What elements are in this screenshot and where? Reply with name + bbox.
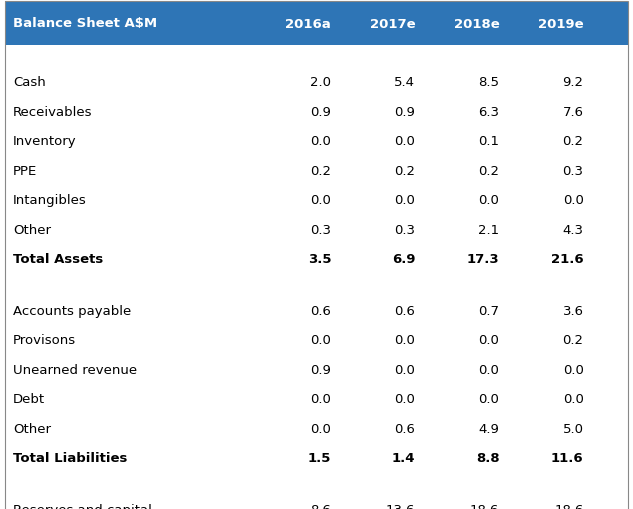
Text: 0.7: 0.7 [479, 304, 499, 317]
Text: Total Liabilities: Total Liabilities [13, 451, 127, 464]
Text: 2016a: 2016a [285, 17, 331, 31]
Text: 0.9: 0.9 [394, 105, 415, 119]
Text: 0.2: 0.2 [563, 135, 584, 148]
Text: Intangibles: Intangibles [13, 194, 87, 207]
Text: 9.2: 9.2 [563, 76, 584, 89]
Text: 17.3: 17.3 [467, 253, 499, 266]
Text: 2019e: 2019e [538, 17, 584, 31]
Text: 4.9: 4.9 [479, 422, 499, 435]
Text: 0.2: 0.2 [394, 164, 415, 178]
Text: 1.4: 1.4 [392, 451, 415, 464]
Text: 0.0: 0.0 [310, 194, 331, 207]
Text: 0.0: 0.0 [479, 333, 499, 347]
Text: 5.0: 5.0 [563, 422, 584, 435]
Text: 0.0: 0.0 [310, 333, 331, 347]
Text: 18.6: 18.6 [470, 503, 499, 509]
Text: 8.5: 8.5 [479, 76, 499, 89]
Text: 0.6: 0.6 [394, 304, 415, 317]
Text: 0.6: 0.6 [394, 422, 415, 435]
Text: 0.0: 0.0 [563, 363, 584, 376]
Text: Inventory: Inventory [13, 135, 77, 148]
Text: 11.6: 11.6 [551, 451, 584, 464]
Text: Receivables: Receivables [13, 105, 92, 119]
Bar [5, 495, 628, 509]
Text: PPE: PPE [13, 164, 37, 178]
Text: 6.3: 6.3 [479, 105, 499, 119]
Bar [5, 355, 628, 384]
Text: 0.2: 0.2 [563, 333, 584, 347]
Bar [5, 127, 628, 156]
Bar [5, 215, 628, 244]
Text: 0.0: 0.0 [479, 363, 499, 376]
Text: 6.9: 6.9 [392, 253, 415, 266]
Text: 0.9: 0.9 [310, 363, 331, 376]
Text: 2018e: 2018e [454, 17, 499, 31]
Text: 0.6: 0.6 [310, 304, 331, 317]
Text: 0.0: 0.0 [563, 392, 584, 406]
Text: 0.0: 0.0 [479, 392, 499, 406]
Bar [5, 186, 628, 215]
Text: 0.0: 0.0 [310, 392, 331, 406]
Bar [5, 68, 628, 97]
Text: 0.3: 0.3 [310, 223, 331, 236]
Text: 0.0: 0.0 [563, 194, 584, 207]
Bar [5, 325, 628, 355]
Bar [5, 156, 628, 186]
Text: 0.0: 0.0 [394, 363, 415, 376]
Text: 18.6: 18.6 [554, 503, 584, 509]
Bar [5, 97, 628, 127]
Text: Provisons: Provisons [13, 333, 76, 347]
Text: Unearned revenue: Unearned revenue [13, 363, 137, 376]
Text: 0.3: 0.3 [563, 164, 584, 178]
Text: 7.6: 7.6 [563, 105, 584, 119]
Text: Accounts payable: Accounts payable [13, 304, 132, 317]
Text: 0.9: 0.9 [310, 105, 331, 119]
Text: 0.3: 0.3 [394, 223, 415, 236]
Text: 0.0: 0.0 [394, 333, 415, 347]
Text: Cash: Cash [13, 76, 46, 89]
Text: 0.0: 0.0 [479, 194, 499, 207]
Bar [5, 244, 628, 274]
Text: Total Assets: Total Assets [13, 253, 103, 266]
Text: 1.5: 1.5 [308, 451, 331, 464]
Text: 13.6: 13.6 [385, 503, 415, 509]
Text: 0.0: 0.0 [394, 392, 415, 406]
Text: 5.4: 5.4 [394, 76, 415, 89]
Text: 0.0: 0.0 [394, 194, 415, 207]
Text: Other: Other [13, 223, 51, 236]
Text: Reserves and capital: Reserves and capital [13, 503, 152, 509]
Text: 0.2: 0.2 [479, 164, 499, 178]
Text: 21.6: 21.6 [551, 253, 584, 266]
Text: 0.0: 0.0 [394, 135, 415, 148]
Text: Debt: Debt [13, 392, 45, 406]
Text: 2.0: 2.0 [310, 76, 331, 89]
Text: 8.6: 8.6 [310, 503, 331, 509]
Text: 3.5: 3.5 [308, 253, 331, 266]
Text: Balance Sheet A$M: Balance Sheet A$M [13, 17, 157, 31]
Text: 0.0: 0.0 [310, 135, 331, 148]
Bar [5, 414, 628, 443]
Bar [5, 296, 628, 325]
Text: 0.1: 0.1 [479, 135, 499, 148]
Bar [5, 2, 628, 46]
Text: 8.8: 8.8 [476, 451, 499, 464]
Text: 2.1: 2.1 [479, 223, 499, 236]
Bar [5, 443, 628, 472]
Text: 4.3: 4.3 [563, 223, 584, 236]
Bar [5, 384, 628, 414]
Text: Other: Other [13, 422, 51, 435]
Text: 3.6: 3.6 [563, 304, 584, 317]
Text: 2017e: 2017e [370, 17, 415, 31]
Text: 0.0: 0.0 [310, 422, 331, 435]
Text: 0.2: 0.2 [310, 164, 331, 178]
